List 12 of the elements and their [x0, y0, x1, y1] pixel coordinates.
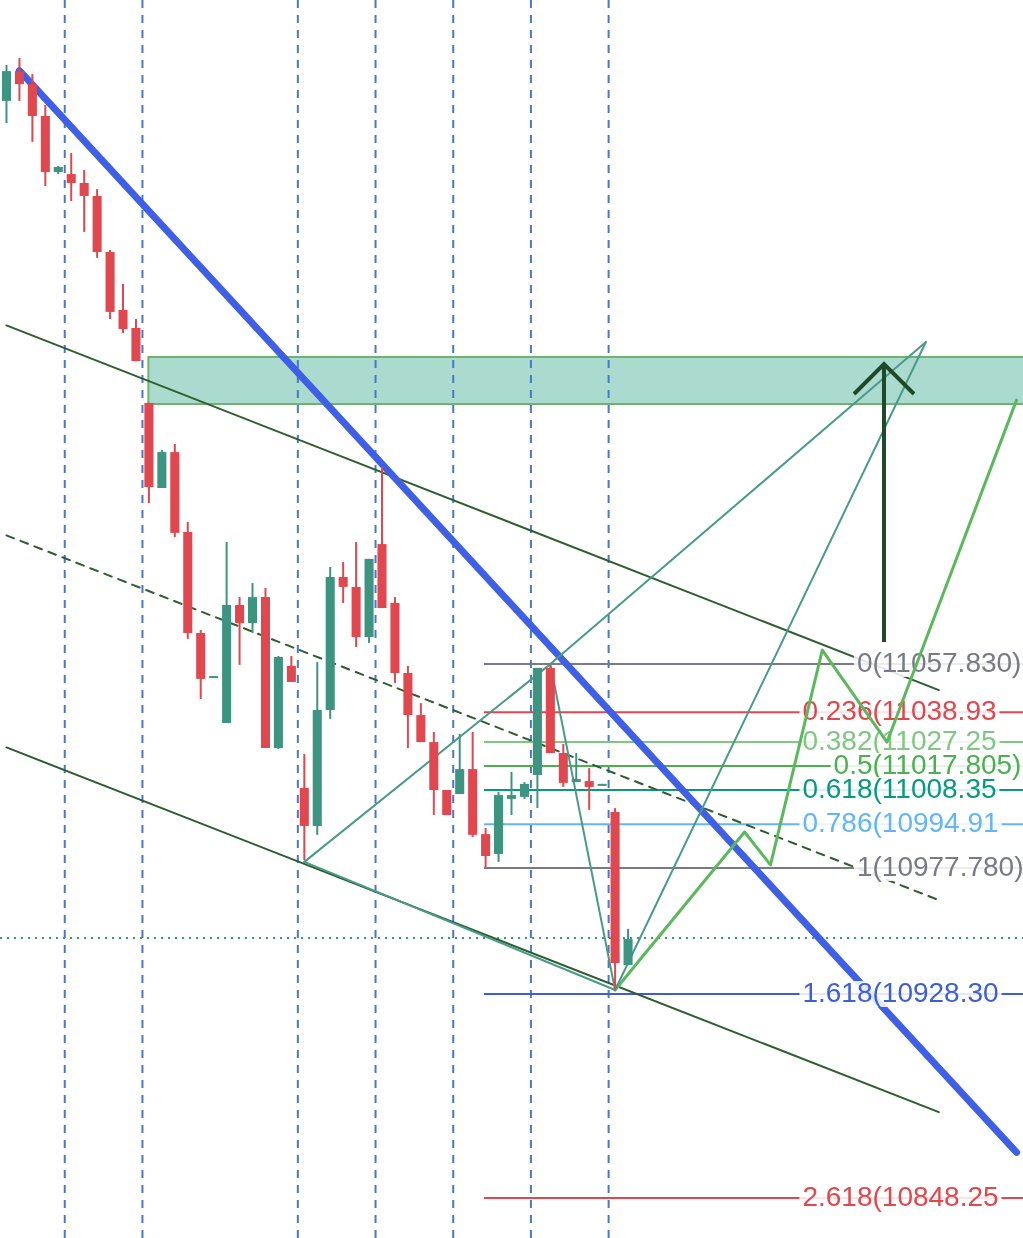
- y-tick-label: 10928.30: [881, 976, 999, 1008]
- y-tick-label: 10848.25: [881, 1180, 999, 1212]
- annotation: 1(: [856, 850, 883, 882]
- annotation: 0(: [856, 646, 883, 678]
- annotation: 2.618(: [802, 1180, 883, 1212]
- y-tick-label: 10994.91: [881, 807, 999, 839]
- annotation: 0.786(: [802, 807, 883, 839]
- annotation: ): [1014, 850, 1023, 882]
- annotation: 1.618(: [802, 976, 883, 1008]
- annotation: ): [1012, 748, 1022, 780]
- y-tick-label: 10977.780: [881, 850, 1015, 882]
- annotation: ): [1012, 646, 1022, 678]
